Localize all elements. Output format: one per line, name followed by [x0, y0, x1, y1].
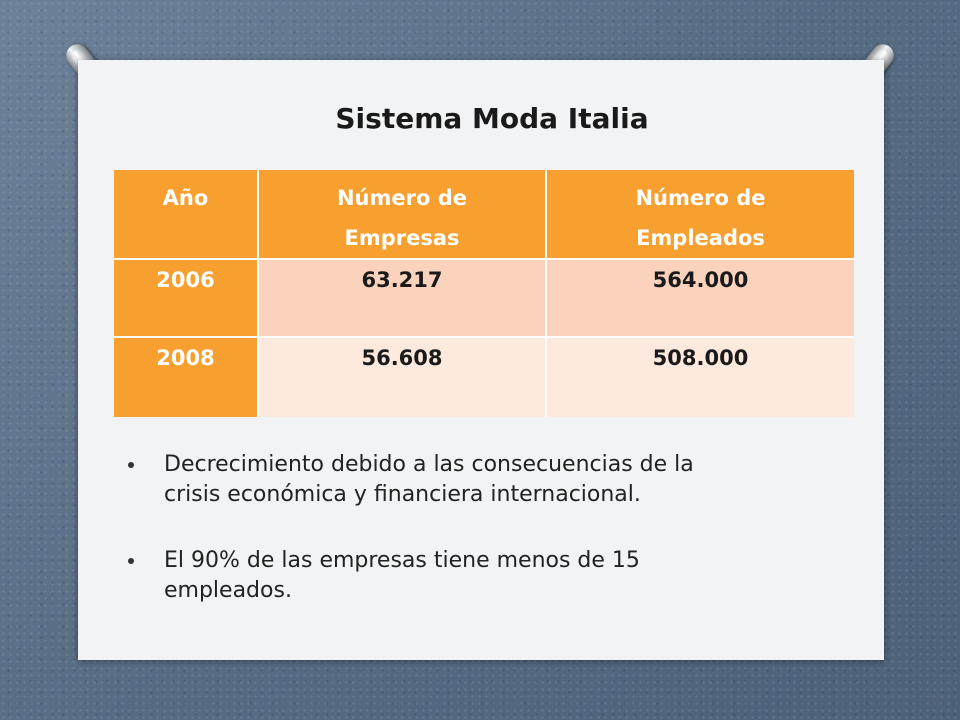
- table-header-row: Año Número de Empresas Número de Emplead…: [114, 170, 854, 259]
- cell-companies: 63.217: [257, 258, 546, 337]
- header-employees: Número de Empleados: [545, 170, 854, 259]
- bullet-line: crisis económica y financiera internacio…: [164, 482, 641, 507]
- header-companies-line2: Empresas: [344, 226, 460, 250]
- list-item: Decrecimiento debido a las consecuencias…: [128, 450, 828, 510]
- slide-title: Sistema Moda Italia: [335, 102, 649, 135]
- header-companies: Número de Empresas: [257, 170, 546, 259]
- bullet-line: empleados.: [164, 578, 292, 603]
- header-employees-line1: Número de: [635, 186, 766, 210]
- cell-year: 2008: [114, 336, 258, 417]
- cell-year: 2006: [114, 258, 258, 337]
- bullet-list: Decrecimiento debido a las consecuencias…: [128, 450, 828, 642]
- bullet-line: El 90% de las empresas tiene menos de 15: [164, 548, 640, 573]
- cell-companies: 56.608: [257, 336, 546, 417]
- header-companies-line1: Número de: [336, 186, 468, 210]
- header-year: Año: [114, 170, 258, 259]
- data-table: Año Número de Empresas Número de Emplead…: [114, 170, 854, 417]
- bullet-dot-icon: [128, 462, 134, 468]
- list-item: El 90% de las empresas tiene menos de 15…: [128, 546, 828, 606]
- table-row: 2008 56.608 508.000: [114, 336, 854, 417]
- bullet-line: Decrecimiento debido a las consecuencias…: [164, 452, 694, 477]
- table-row: 2006 63.217 564.000: [114, 258, 854, 337]
- cell-employees: 564.000: [545, 258, 854, 337]
- header-year-label: Año: [162, 186, 209, 210]
- header-employees-line2: Empleados: [636, 226, 765, 250]
- bullet-dot-icon: [128, 558, 134, 564]
- cell-employees: 508.000: [545, 336, 854, 417]
